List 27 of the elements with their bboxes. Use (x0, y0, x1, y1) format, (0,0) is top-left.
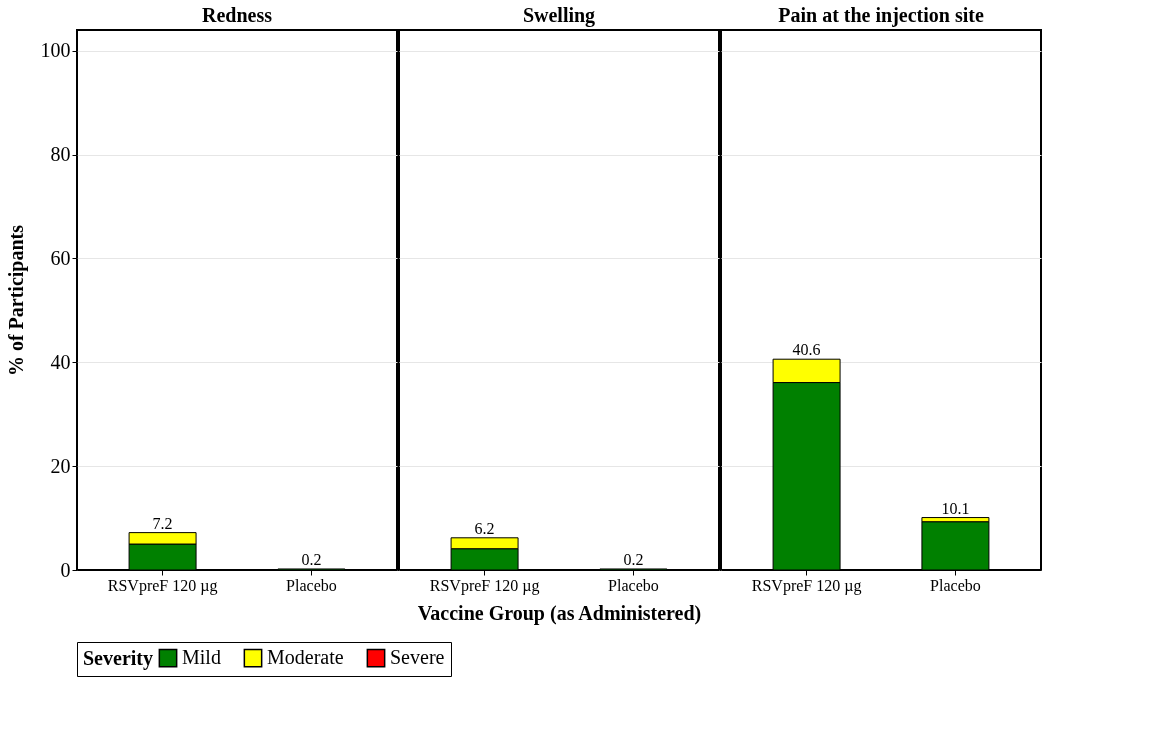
y-tick-label: 80 (50, 143, 71, 166)
y-tick-label: 60 (50, 246, 71, 269)
legend-label: Moderate (267, 646, 344, 669)
x-tick-label: Placebo (930, 576, 981, 594)
legend-title: Severity (83, 647, 153, 670)
x-tick-label: RSVpreF 120 µg (429, 576, 540, 595)
total-label: 7.2 (152, 514, 173, 532)
total-label: 6.2 (474, 519, 495, 537)
legend-label: Mild (182, 646, 221, 669)
y-tick-label: 100 (40, 39, 71, 62)
x-axis-title: Vaccine Group (as Administered) (417, 601, 702, 625)
total-label: 0.2 (301, 550, 322, 568)
x-tick-label: RSVpreF 120 µg (751, 576, 862, 595)
y-tick-label: 40 (50, 350, 71, 373)
chart-title: Swelling (522, 4, 596, 27)
x-tick-label: Placebo (286, 576, 337, 594)
x-tick-label: Placebo (608, 576, 659, 594)
x-tick-label: RSVpreF 120 µg (107, 576, 218, 595)
y-tick-label: 20 (50, 454, 71, 477)
y-tick-label: 0 (60, 558, 71, 581)
total-label: 40.6 (792, 341, 821, 359)
chart-title: Redness (201, 4, 273, 26)
total-label: 10.1 (941, 499, 970, 517)
total-label: 0.2 (623, 550, 644, 568)
legend-label: Severe (390, 646, 445, 669)
chart-title: Pain at the injection site (778, 4, 984, 27)
y-axis-title: % of Participants (4, 224, 28, 377)
